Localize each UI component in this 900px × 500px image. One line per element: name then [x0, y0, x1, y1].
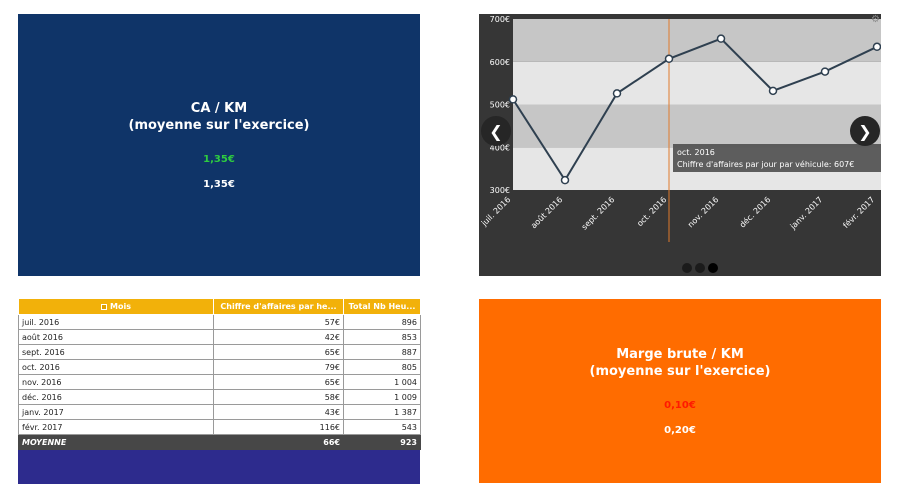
x-tick-label: janv. 2017	[788, 195, 825, 232]
x-tick-label: sept. 2016	[580, 195, 617, 232]
chart-carousel: 300€ 400€ 500€ 600€ 700€ juil. 2016 août 2016 s…	[479, 14, 881, 276]
table-row[interactable]: févr. 2017 116€ 543	[18, 419, 421, 435]
x-tick-label: août 2016	[529, 195, 564, 230]
table-row[interactable]: nov. 2016 65€ 1 004	[18, 374, 421, 390]
table-footer-row: MOYENNE 66€ 923	[18, 434, 421, 450]
y-tick-label: 400€	[490, 143, 510, 152]
carousel-dot-3-active[interactable]	[708, 263, 718, 273]
cell-mois: janv. 2017	[18, 404, 214, 420]
cell-ca-par-heure: 65€	[213, 374, 344, 390]
cell-total-heures: 1 004	[343, 374, 421, 390]
footer-ca-par-heure: 66€	[213, 434, 344, 450]
kpi-ca-value-secondary: 1,35€	[203, 179, 235, 190]
cell-ca-par-heure: 79€	[213, 359, 344, 375]
plot-band	[513, 61, 881, 105]
cell-total-heures: 853	[343, 329, 421, 345]
line-chart: 300€ 400€ 500€ 600€ 700€ juil. 2016 août 2016 s…	[479, 15, 881, 242]
kpi-ca-value-primary: 1,35€	[203, 154, 235, 165]
column-header-mois[interactable]: Mois	[18, 298, 214, 315]
table-header-row: Mois Chiffre d'affaires par he... Total …	[18, 298, 421, 315]
y-tick-label: 600€	[490, 58, 510, 67]
tooltip-value: Chiffre d'affaires par jour par véhicule…	[677, 159, 854, 169]
tooltip-box	[673, 144, 881, 172]
x-tick-label: oct. 2016	[635, 195, 668, 228]
x-tick-label: déc. 2016	[737, 194, 772, 229]
data-point	[872, 42, 881, 52]
kpi-marge-title-line1: Marge brute / KM	[616, 347, 744, 362]
cell-mois: nov. 2016	[18, 374, 214, 390]
y-tick-label: 700€	[490, 15, 510, 24]
kpi-ca-par-km: CA / KM (moyenne sur l'exercice) 1,35€ 1…	[18, 14, 420, 276]
cell-mois: sept. 2016	[18, 344, 214, 360]
kpi-marge-value-secondary: 0,20€	[664, 425, 696, 436]
column-header-ca-par-heure[interactable]: Chiffre d'affaires par he...	[213, 298, 344, 315]
cell-ca-par-heure: 43€	[213, 404, 344, 420]
kpi-marge-title-line2: (moyenne sur l'exercice)	[589, 364, 771, 379]
cell-mois: oct. 2016	[18, 359, 214, 375]
monthly-table: Mois Chiffre d'affaires par he... Total …	[18, 298, 421, 450]
x-tick-label: nov. 2016	[686, 195, 720, 229]
kpi-marge-brute-par-km: Marge brute / KM (moyenne sur l'exercice…	[479, 299, 881, 483]
data-point	[664, 54, 674, 64]
footer-total-heures: 923	[343, 434, 421, 450]
chevron-right-icon: ❯	[858, 121, 872, 141]
cell-total-heures: 543	[343, 419, 421, 435]
x-tick-label: juil. 2016	[479, 195, 512, 228]
y-tick-label: 300€	[490, 186, 510, 195]
footer-label: MOYENNE	[18, 434, 214, 450]
series-line	[512, 37, 878, 183]
y-tick-label: 500€	[490, 101, 510, 110]
cell-total-heures: 896	[343, 314, 421, 330]
data-point	[508, 95, 518, 104]
cell-ca-par-heure: 42€	[213, 329, 344, 345]
carousel-prev-button[interactable]: ❮	[481, 116, 511, 146]
table-row[interactable]: oct. 2016 79€ 805	[18, 359, 421, 375]
column-header-mois-label: Mois	[110, 302, 131, 311]
kpi-marge-value-primary: 0,10€	[664, 400, 696, 411]
kpi-ca-title-line1: CA / KM	[190, 101, 248, 116]
settings-gear-icon[interactable]: ⚙	[871, 14, 880, 25]
chevron-left-icon: ❮	[489, 121, 503, 141]
cell-total-heures: 887	[343, 344, 421, 360]
data-point	[612, 89, 622, 98]
table-row[interactable]: déc. 2016 58€ 1 009	[18, 389, 421, 405]
cell-mois: févr. 2017	[18, 419, 214, 435]
x-tick-label: févr. 2017	[841, 194, 877, 230]
cell-total-heures: 1 009	[343, 389, 421, 405]
cell-total-heures: 805	[343, 359, 421, 375]
table-row[interactable]: août 2016 42€ 853	[18, 329, 421, 345]
cell-ca-par-heure: 58€	[213, 389, 344, 405]
data-point	[560, 175, 570, 185]
plot-band	[513, 19, 881, 62]
cell-mois: juil. 2016	[18, 314, 214, 330]
data-point	[768, 86, 778, 96]
tooltip-category: oct. 2016	[677, 148, 715, 157]
data-point	[716, 34, 726, 43]
table-row[interactable]: janv. 2017 43€ 1 387	[18, 404, 421, 420]
plot-band	[513, 104, 881, 148]
cell-ca-par-heure: 116€	[213, 419, 344, 435]
table-row[interactable]: juil. 2016 57€ 896	[18, 314, 421, 330]
carousel-next-button[interactable]: ❯	[850, 116, 880, 146]
cell-ca-par-heure: 65€	[213, 344, 344, 360]
data-table-panel: Mois Chiffre d'affaires par he... Total …	[18, 298, 421, 484]
table-row[interactable]: sept. 2016 65€ 887	[18, 344, 421, 360]
data-point	[820, 67, 830, 76]
sort-icon[interactable]	[101, 303, 108, 310]
column-header-total-heures[interactable]: Total Nb Heu...	[343, 298, 421, 315]
cell-ca-par-heure: 57€	[213, 314, 344, 330]
carousel-dot-2[interactable]	[695, 263, 705, 273]
cell-mois: août 2016	[18, 329, 214, 345]
cell-total-heures: 1 387	[343, 404, 421, 420]
kpi-ca-title-line2: (moyenne sur l'exercice)	[128, 118, 310, 133]
cell-mois: déc. 2016	[18, 389, 214, 405]
carousel-dot-1[interactable]	[682, 263, 692, 273]
